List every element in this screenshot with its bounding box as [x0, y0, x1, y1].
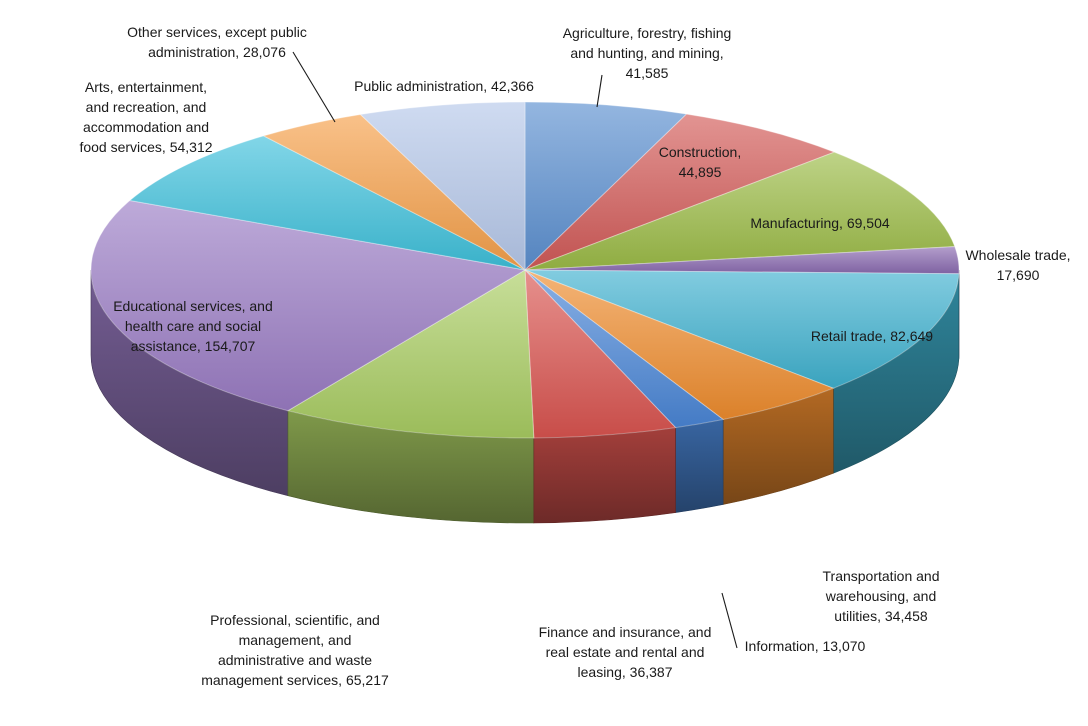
- slice-transportation-and-warehousing-and-utilities[interactable]: [524, 269, 835, 421]
- slice-label-educational-services-and-health-care-and-social-assistance: Educational services, and health care and…: [113, 298, 273, 354]
- slice-side-finance-and-insurance-and-real-estate-and-rental-and-leasing: [533, 427, 676, 524]
- slice-manufacturing[interactable]: [524, 151, 956, 271]
- slice-arts-entertainment-and-recreation-and-accommodation-and-food-services[interactable]: [128, 135, 526, 271]
- slice-educational-services-and-health-care-and-social-assistance[interactable]: [90, 199, 527, 412]
- leader-line-information: [721, 592, 738, 649]
- slice-label-transportation-and-warehousing-and-utilities: Transportation and warehousing, and utilit…: [823, 568, 940, 624]
- slice-label-retail-trade: Retail trade, 82,649: [811, 328, 933, 344]
- slice-finance-and-insurance-and-real-estate-and-rental-and-leasing[interactable]: [524, 268, 677, 439]
- slice-label-professional-scientific-and-management-and-administrative-and-waste-management-services: Professional, scientific, and management,…: [201, 612, 389, 688]
- slice-label-agriculture-forestry-fishing-and-hunting-and-mining: Agriculture, forestry, fishing and huntin…: [563, 25, 732, 81]
- leader-line-other-services-except-public-administration: [292, 51, 336, 123]
- slice-wholesale-trade[interactable]: [524, 246, 960, 275]
- slice-agriculture-forestry-fishing-and-hunting-and-mining[interactable]: [524, 101, 688, 272]
- slice-public-administration[interactable]: [359, 101, 526, 272]
- slice-label-other-services-except-public-administration: Other services, except public administrat…: [127, 24, 307, 60]
- slice-construction[interactable]: [524, 113, 836, 271]
- leader-line-agriculture-forestry-fishing-and-hunting-and-mining: [596, 74, 603, 108]
- slice-labels: Agriculture, forestry, fishing and huntin…: [79, 24, 1070, 688]
- pie-top: [90, 101, 960, 439]
- slice-label-finance-and-insurance-and-real-estate-and-rental-and-leasing: Finance and insurance, and real estate an…: [539, 624, 712, 680]
- slice-label-arts-entertainment-and-recreation-and-accommodation-and-food-services: Arts, entertainment, and recreation, and a…: [79, 79, 212, 155]
- leader-lines: [292, 51, 738, 649]
- slice-label-manufacturing: Manufacturing, 69,504: [750, 215, 890, 231]
- slice-information[interactable]: [524, 269, 725, 429]
- slice-retail-trade[interactable]: [524, 269, 960, 389]
- slice-label-information: Information, 13,070: [745, 638, 866, 654]
- slice-label-wholesale-trade: Wholesale trade, 17,690: [965, 247, 1070, 283]
- slice-label-public-administration: Public administration, 42,366: [354, 78, 534, 94]
- slice-professional-scientific-and-management-and-administrative-and-waste-management-services[interactable]: [286, 269, 535, 439]
- slice-label-construction: Construction, 44,895: [659, 144, 741, 180]
- slice-other-services-except-public-administration[interactable]: [262, 113, 526, 271]
- slice-side-information: [675, 419, 724, 513]
- pie-sides: [90, 269, 960, 524]
